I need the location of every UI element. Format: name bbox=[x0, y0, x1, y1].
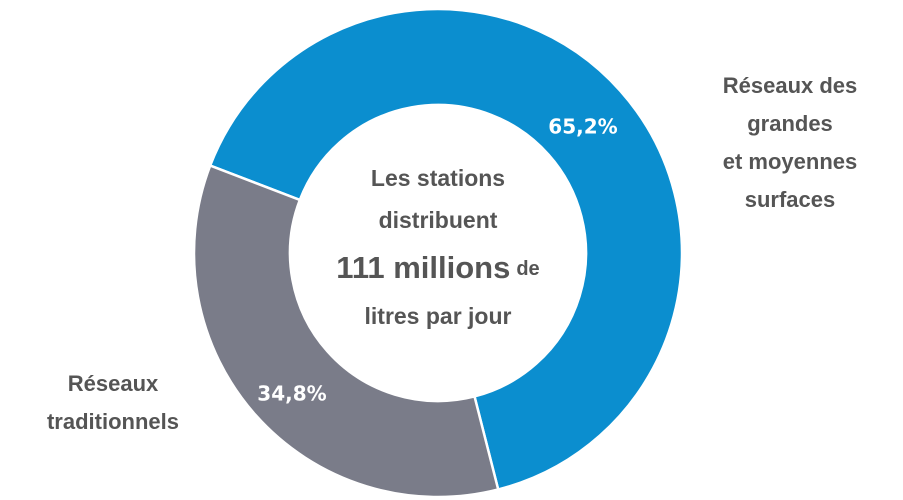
center-text-part: 111 millions bbox=[336, 250, 510, 285]
value-label: 34,8% bbox=[257, 382, 326, 406]
center-text: litres par jour bbox=[365, 303, 512, 329]
category-label: traditionnels bbox=[47, 409, 179, 434]
category-label: grandes bbox=[747, 111, 833, 136]
category-label: et moyennes bbox=[723, 149, 858, 174]
donut-slice bbox=[208, 7, 684, 491]
category-label: Réseaux bbox=[68, 371, 159, 396]
center-text: 111 millions de bbox=[336, 250, 539, 285]
donut-slice bbox=[192, 163, 500, 499]
value-label: 65,2% bbox=[548, 115, 617, 139]
center-text: distribuent bbox=[379, 207, 498, 233]
category-label: Réseaux des bbox=[723, 73, 858, 98]
center-text-part: de bbox=[516, 258, 539, 280]
center-text-part: distribuent bbox=[379, 207, 498, 233]
center-text-part: Les stations bbox=[371, 165, 505, 191]
center-text-part: litres par jour bbox=[365, 303, 512, 329]
center-text: Les stations bbox=[371, 165, 505, 191]
category-label: surfaces bbox=[745, 187, 836, 212]
